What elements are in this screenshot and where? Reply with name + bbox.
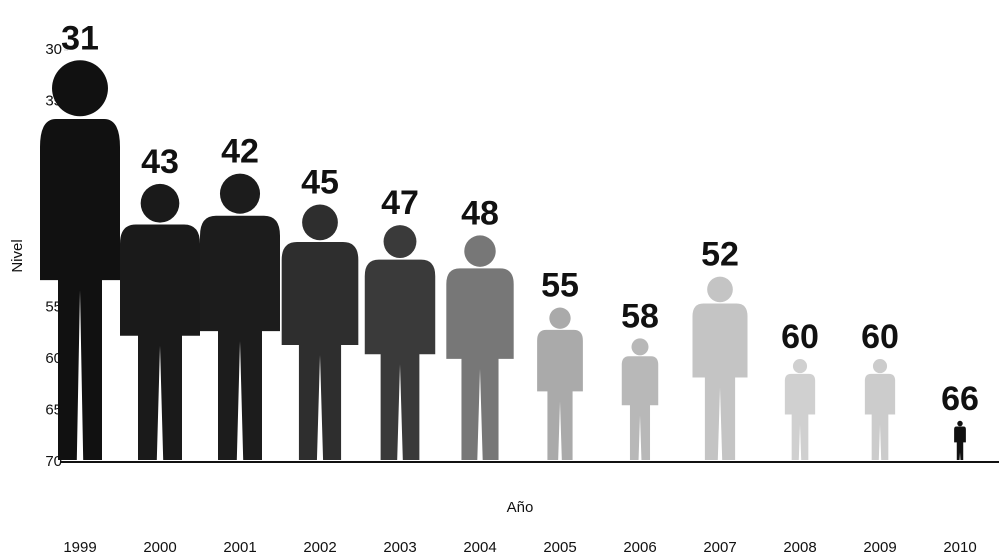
x-tick-label: 1999 (63, 539, 96, 556)
value-label: 42 (221, 133, 259, 171)
value-label: 60 (861, 318, 899, 356)
y-tick-label: 60 (45, 350, 62, 367)
x-tick-label: 2001 (223, 539, 256, 556)
x-tick-label: 2010 (943, 539, 976, 556)
person-figure (954, 420, 966, 460)
person-figure (40, 60, 120, 460)
person-figure (864, 359, 896, 460)
value-label: 55 (541, 266, 579, 304)
x-tick-label: 2009 (863, 539, 896, 556)
y-axis-label: Nivel (9, 239, 26, 272)
y-tick-label: 70 (45, 453, 62, 470)
x-tick-label: 2007 (703, 539, 736, 556)
value-label: 66 (941, 380, 979, 418)
person-figure (692, 276, 748, 460)
x-tick-label: 2002 (303, 539, 336, 556)
x-tick-label: 2003 (383, 539, 416, 556)
x-axis-label: Año (507, 499, 534, 516)
person-figure (621, 338, 659, 460)
value-label: 43 (141, 143, 179, 181)
value-label: 48 (461, 194, 499, 232)
person-figure (120, 183, 200, 460)
x-tick-label: 2008 (783, 539, 816, 556)
x-tick-label: 2004 (463, 539, 496, 556)
y-tick-label: 65 (45, 401, 62, 418)
y-tick-label: 30 (45, 41, 62, 58)
value-label: 45 (301, 163, 339, 201)
person-figure (364, 225, 436, 460)
x-tick-label: 2005 (543, 539, 576, 556)
value-label: 47 (381, 184, 419, 222)
value-label: 31 (61, 19, 99, 57)
person-figure (281, 204, 359, 460)
person-figure (537, 307, 583, 460)
y-tick-label: 55 (45, 298, 62, 315)
value-label: 60 (781, 318, 819, 356)
person-figure (200, 173, 280, 461)
person-figure (446, 235, 514, 460)
value-label: 58 (621, 297, 659, 335)
x-tick-label: 2000 (143, 539, 176, 556)
value-label: 52 (701, 236, 739, 274)
x-tick-label: 2006 (623, 539, 656, 556)
person-figure (784, 359, 816, 460)
